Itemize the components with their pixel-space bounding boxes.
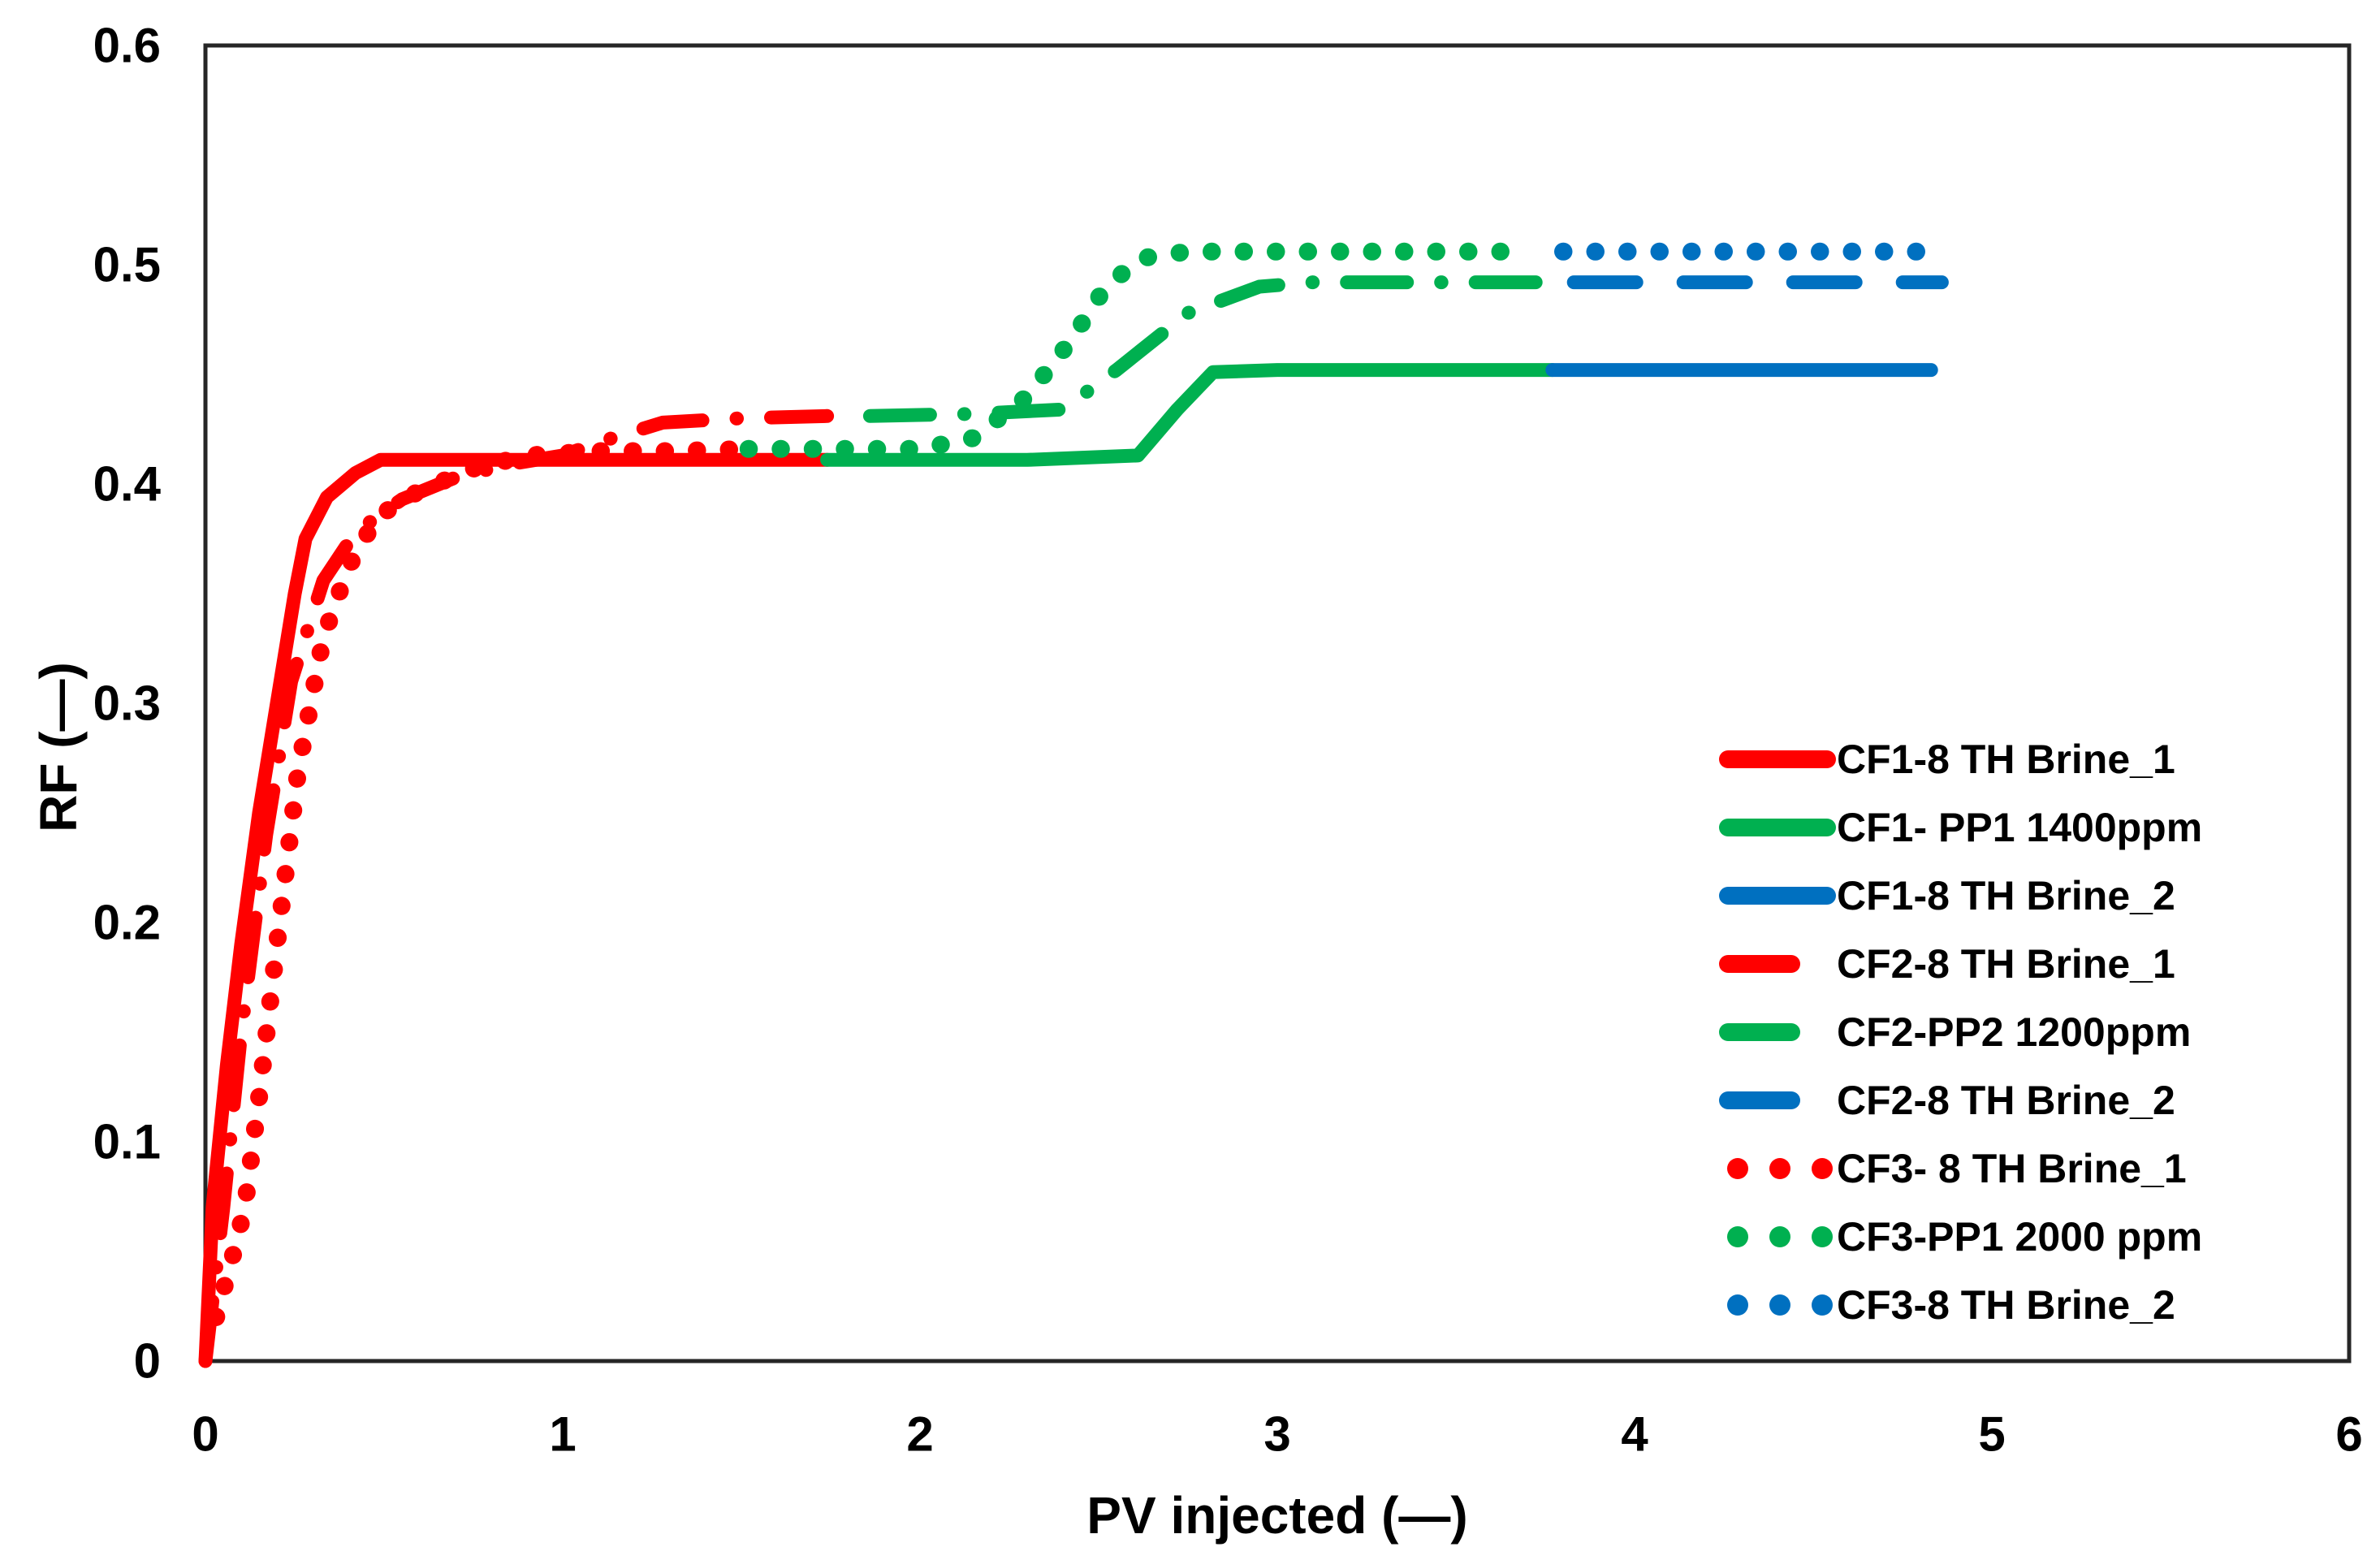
y-axis-title: RF (—) [29, 662, 88, 832]
y-ticks-group: 0 0.1 0.2 0.3 0.4 0.5 0.6 [93, 19, 162, 1389]
legend-marker-dot [1769, 1158, 1790, 1179]
legend-marker-dot [1769, 1226, 1790, 1247]
legend-label: CF2-8 TH Brine_1 [1837, 941, 2175, 987]
legend-item-cf3-pp1-2000-ppm: CF3-PP1 2000 ppm [1727, 1214, 2202, 1260]
legend-item-cf3-8-th-brine-1: CF3- 8 TH Brine_1 [1727, 1146, 2187, 1191]
series-line-cf3-pp1-2000-ppm [739, 242, 1526, 458]
legend-marker-dot [1812, 1226, 1833, 1247]
x-tick-label: 6 [2335, 1407, 2362, 1462]
legend-item-cf2-8-th-brine-1: CF2-8 TH Brine_1 [1719, 941, 2175, 987]
plot-frame [203, 43, 2352, 1363]
legend-label: CF1- PP1 1400ppm [1837, 805, 2202, 850]
x-tick-label: 4 [1621, 1407, 1648, 1462]
legend-item-cf2-8-th-brine-2: CF2-8 TH Brine_2 [1719, 1078, 2175, 1123]
legend-item-cf2-pp2-1200ppm: CF2-PP2 1200ppm [1719, 1009, 2191, 1055]
series-line-cf1-8-th-brine-1 [198, 452, 835, 1368]
legend-item-cf1-pp1-1400ppm: CF1- PP1 1400ppm [1719, 805, 2202, 850]
x-tick-label: 5 [1978, 1407, 2005, 1462]
x-axis-title: PV injected (—) [1086, 1486, 1467, 1545]
legend-label: CF2-PP2 1200ppm [1837, 1009, 2191, 1055]
x-tick-label: 0 [192, 1407, 218, 1462]
series-line-cf2-8-th-brine-1 [198, 408, 835, 1368]
x-tick-label: 1 [549, 1407, 576, 1462]
y-tick-label: 0.4 [93, 457, 162, 512]
legend-marker-dot [1769, 1294, 1790, 1316]
legend-label: CF3-PP1 2000 ppm [1837, 1214, 2202, 1260]
legend-marker-dot [1727, 1158, 1748, 1179]
plot-area-group [203, 43, 2352, 1363]
legend-label: CF3- 8 TH Brine_1 [1837, 1146, 2187, 1191]
legend-label: CF3-8 TH Brine_2 [1837, 1282, 2175, 1328]
series-line-cf3-8-th-brine-1 [207, 439, 758, 1326]
y-tick-label: 0.6 [93, 19, 161, 73]
legend-marker-dot [1812, 1294, 1833, 1316]
series-group [198, 242, 1949, 1368]
legend-item-cf1-8-th-brine-2: CF1-8 TH Brine_2 [1719, 873, 2175, 918]
x-tick-label: 3 [1263, 1407, 1290, 1462]
legend-group: CF1-8 TH Brine_1 CF1- PP1 1400ppm CF1-8 TH… [1719, 737, 2202, 1328]
legend-item-cf3-8-th-brine-2: CF3-8 TH Brine_2 [1727, 1282, 2175, 1328]
legend-marker-dot [1727, 1226, 1748, 1247]
y-tick-label: 0.5 [93, 238, 161, 292]
legend-label: CF1-8 TH Brine_2 [1837, 873, 2175, 918]
x-tick-label: 2 [906, 1407, 933, 1462]
legend-item-cf1-8-th-brine-1: CF1-8 TH Brine_1 [1719, 737, 2175, 782]
y-tick-label: 0.2 [93, 896, 161, 950]
y-tick-label: 0 [134, 1334, 161, 1389]
y-tick-label: 0.1 [93, 1115, 161, 1169]
y-tick-label: 0.3 [93, 676, 161, 731]
legend-label: CF1-8 TH Brine_1 [1837, 737, 2175, 782]
legend-marker-dot [1812, 1158, 1833, 1179]
series-line-cf1-pp1-1400ppm [820, 363, 1560, 467]
series-line-cf2-pp2-1200ppm [862, 275, 1570, 423]
legend-marker-dot [1727, 1294, 1748, 1316]
legend-label: CF2-8 TH Brine_2 [1837, 1078, 2175, 1123]
x-ticks-group: 0 1 2 3 4 5 6 [192, 1407, 2362, 1462]
